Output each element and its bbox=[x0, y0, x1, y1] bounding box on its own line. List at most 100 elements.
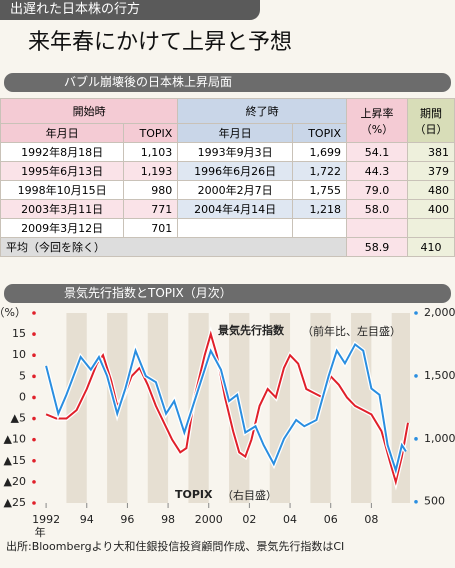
table-title: バブル崩壊後の日本株上昇局面 bbox=[4, 73, 451, 92]
y-tick bbox=[32, 353, 36, 358]
table-cell: 54.1 bbox=[346, 142, 408, 162]
y-tick-label: 20（%） bbox=[0, 306, 26, 319]
table-cell: 2003年3月11日 bbox=[0, 199, 125, 219]
table-cell: 1995年6月13日 bbox=[0, 161, 125, 181]
table-cell: 1,755 bbox=[291, 180, 348, 200]
table-cell bbox=[407, 218, 455, 238]
chart: 20（%） 15 10 5 0 ▲5 ▲10 ▲15 ▲20 ▲25 2,000 1,500 1,000… bbox=[0, 306, 455, 553]
x-tick-label: 2000 bbox=[195, 513, 223, 526]
chart-title: 景気先行指数とTOPIX（月次） bbox=[4, 284, 451, 303]
table-cell: 2004年4月14日 bbox=[177, 199, 293, 219]
table-row: 2003年3月11日 771 2004年4月14日 1,218 58.0 400 bbox=[0, 199, 455, 219]
y2-tick-label: 500 bbox=[424, 495, 445, 508]
y-tick bbox=[32, 480, 36, 484]
x-tick-label: 96 bbox=[120, 513, 134, 526]
column-header: 年月日 bbox=[0, 123, 125, 143]
y2-tick bbox=[414, 311, 418, 315]
average-cell: 58.9 bbox=[346, 237, 408, 257]
y-tick bbox=[32, 332, 36, 336]
table-cell: 1998年10月15日 bbox=[0, 180, 125, 200]
x-tick-label: 06 bbox=[324, 513, 338, 526]
y-tick bbox=[32, 458, 36, 463]
y-tick-label: ▲15 bbox=[4, 454, 26, 467]
y2-tick bbox=[414, 499, 418, 504]
x-tick-label: 98 bbox=[161, 513, 175, 526]
line-series bbox=[45, 330, 409, 486]
table-cell: 379 bbox=[407, 161, 455, 181]
y-tick bbox=[32, 374, 36, 379]
y-tick-label: 10 bbox=[12, 348, 26, 361]
table-cell: 1993年9月3日 bbox=[177, 142, 293, 162]
group-header: 終了時 bbox=[177, 98, 347, 124]
series-note: （前年比、左目盛） bbox=[302, 324, 401, 338]
source: 出所:Bloombergより大和住銀投信投資顧問作成、景気先行指数はCI bbox=[6, 539, 344, 553]
y-tick-label: ▲25 bbox=[4, 496, 26, 509]
table-row: 1998年10月15日 980 2000年2月7日 1,755 79.0 480 bbox=[0, 180, 455, 200]
y-tick bbox=[32, 416, 36, 421]
table-row: 開始時 終了時 上昇率（%） 期間（日） bbox=[0, 98, 455, 143]
y-tick-label: 0 bbox=[19, 390, 26, 403]
year-band bbox=[269, 313, 291, 503]
table: 開始時 終了時 上昇率（%） 期間（日） 年月日 TOPIX 年月日 TOPIX 1992年8月… bbox=[0, 98, 455, 257]
x-unit: 年 bbox=[35, 525, 46, 539]
x-tick-label: 1992 bbox=[32, 513, 60, 526]
table-cell: 44.3 bbox=[346, 161, 408, 181]
y2-tick-label: 1,000 bbox=[424, 432, 455, 445]
table-cell: 1996年6月26日 bbox=[177, 161, 293, 181]
title: 来年春にかけて上昇と予想 bbox=[28, 30, 293, 55]
group-header: 開始時 bbox=[0, 98, 179, 124]
average-label: 平均（今回を除く） bbox=[0, 237, 347, 257]
table-row: 2009年3月12日 701 bbox=[0, 218, 455, 238]
table-cell: 2009年3月12日 bbox=[0, 218, 125, 238]
table-cell: 1,699 bbox=[291, 142, 348, 162]
x-tick-label: 02 bbox=[242, 513, 256, 526]
y-tick bbox=[32, 437, 36, 442]
series-label: 景気先行指数 bbox=[217, 323, 285, 337]
y-tick-label: ▲10 bbox=[4, 433, 26, 446]
group-header: 上昇率（%） bbox=[346, 98, 408, 143]
table-cell bbox=[346, 218, 408, 238]
table-cell: 79.0 bbox=[346, 180, 408, 200]
column-header: 年月日 bbox=[177, 123, 293, 143]
series-note: （右目盛） bbox=[222, 488, 277, 502]
x-tick-label: 08 bbox=[364, 513, 378, 526]
x-tick-label: 04 bbox=[283, 513, 297, 526]
column-header: TOPIX bbox=[123, 123, 179, 143]
table-cell bbox=[177, 218, 293, 238]
table-cell: 480 bbox=[407, 180, 455, 200]
table-cell: 400 bbox=[407, 199, 455, 219]
y-tick-label: ▲5 bbox=[11, 412, 26, 425]
table-cell: 980 bbox=[123, 180, 179, 200]
y-tick-label: 5 bbox=[19, 369, 26, 382]
y2-tick-label: 2,000 bbox=[424, 306, 455, 319]
year-band bbox=[391, 313, 410, 503]
table-cell: 1,103 bbox=[123, 142, 179, 162]
y-tick bbox=[32, 395, 36, 400]
column-header: TOPIX bbox=[291, 123, 348, 143]
x-tick-label: 94 bbox=[80, 513, 94, 526]
table-row: 年月日 TOPIX 年月日 TOPIX bbox=[0, 123, 455, 143]
table-cell: 701 bbox=[123, 218, 179, 238]
tag: 出遅れた日本株の行方 bbox=[0, 0, 260, 20]
table-cell: 2000年2月7日 bbox=[177, 180, 293, 200]
y-tick-label: 15 bbox=[12, 327, 26, 340]
average-cell: 410 bbox=[407, 237, 455, 257]
group-header: 期間（日） bbox=[407, 98, 455, 143]
table-row: 1992年8月18日 1,103 1993年9月3日 1,699 54.1 381 bbox=[0, 142, 455, 162]
series-label: TOPIX bbox=[175, 488, 213, 501]
table-cell: 771 bbox=[123, 199, 179, 219]
table-cell: 1,193 bbox=[123, 161, 179, 181]
table-cell bbox=[291, 218, 348, 238]
table-row: 1995年6月13日 1,193 1996年6月26日 1,722 44.3 379 bbox=[0, 161, 455, 181]
y-tick bbox=[32, 501, 36, 505]
table-cell: 1,722 bbox=[291, 161, 348, 181]
table-cell: 381 bbox=[407, 142, 455, 162]
y-tick bbox=[32, 311, 36, 315]
y2-tick bbox=[414, 437, 418, 441]
y2-tick-label: 1,500 bbox=[424, 369, 455, 382]
line-series bbox=[45, 342, 407, 474]
y-tick-label: ▲20 bbox=[4, 475, 26, 488]
table-cell: 1,218 bbox=[291, 199, 348, 219]
table-cell: 1992年8月18日 bbox=[0, 142, 125, 162]
